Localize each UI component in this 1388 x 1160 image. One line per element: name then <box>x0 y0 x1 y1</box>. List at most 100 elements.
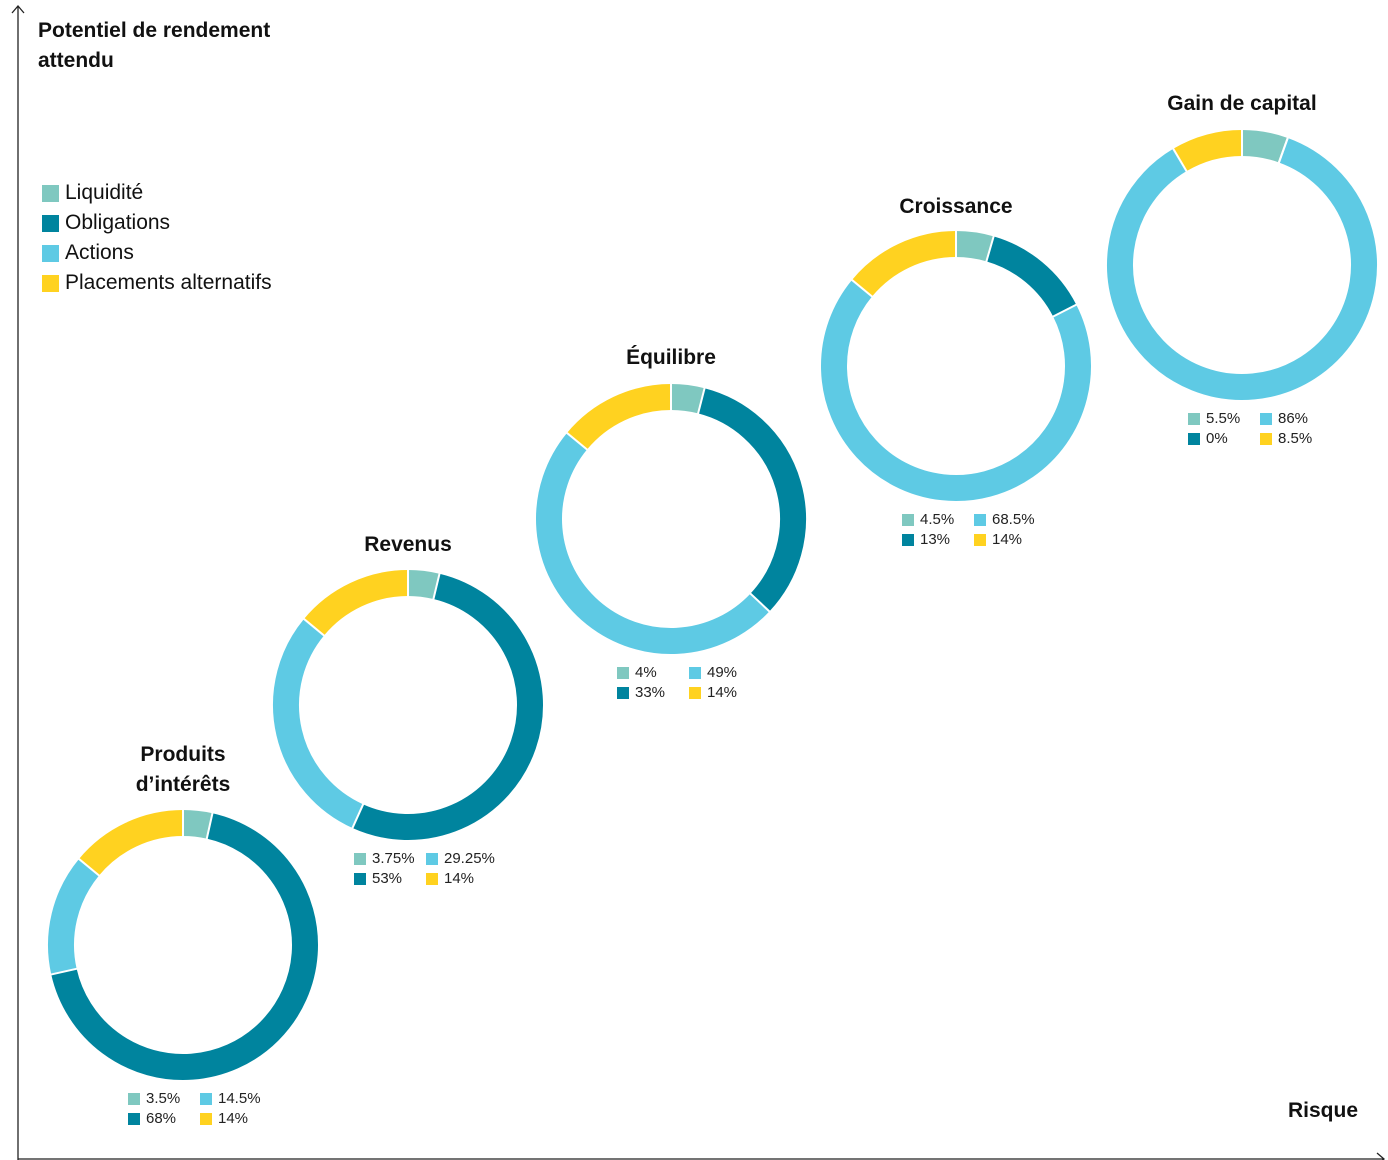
slice-separator <box>1277 136 1290 164</box>
donut-equilibre: Équilibre <box>521 346 821 669</box>
slice-separator <box>77 857 101 877</box>
value-alternatifs: 14% <box>974 530 1054 550</box>
value-liquidite: 5.5% <box>1188 409 1260 429</box>
slice-alternatifs <box>566 384 672 450</box>
value-label-obligations: 0% <box>1206 430 1228 447</box>
value-swatch-obligations <box>902 534 914 546</box>
value-actions: 14.5% <box>200 1089 280 1109</box>
value-label-actions: 49% <box>707 664 738 681</box>
value-label-liquidite: 3.5% <box>146 1090 181 1107</box>
legend: Liquidité Obligations Actions Placements… <box>42 178 272 298</box>
legend-swatch-liquidite <box>42 184 59 202</box>
x-axis-arrow <box>1376 1152 1385 1160</box>
value-swatch-actions <box>426 853 438 865</box>
legend-swatch-obligations <box>42 214 59 232</box>
donut-svg <box>821 230 1091 501</box>
value-alternatifs: 14% <box>426 869 506 889</box>
value-obligations: 33% <box>617 683 689 703</box>
value-swatch-alternatifs <box>974 534 986 546</box>
slice-actions <box>48 858 100 975</box>
value-liquidite: 4% <box>617 663 689 683</box>
slice-liquidite <box>182 810 213 839</box>
value-alternatifs: 8.5% <box>1260 429 1340 449</box>
donut-values-croissance: 4.5% 68.5% 13% 14% <box>902 510 1054 550</box>
value-label-obligations: 33% <box>635 684 666 701</box>
slice-liquidite <box>955 231 994 262</box>
value-swatch-obligations <box>617 687 629 699</box>
slice-separator <box>565 431 589 451</box>
slice-separator <box>696 387 706 415</box>
value-liquidite: 3.5% <box>128 1089 200 1109</box>
value-swatch-actions <box>1260 413 1272 425</box>
slice-separator <box>432 572 441 601</box>
donut-title: Produits d’intérêts <box>135 743 231 796</box>
slice-actions <box>273 618 364 829</box>
legend-item-obligations: Obligations <box>42 208 272 238</box>
value-label-alternatifs: 14% <box>218 1110 249 1127</box>
donut-values-gain-capital: 5.5% 86% 0% 8.5% <box>1188 409 1340 449</box>
slice-separator <box>850 278 874 298</box>
value-liquidite: 3.75% <box>354 849 426 869</box>
donut-svg <box>536 383 806 654</box>
value-label-actions: 14.5% <box>218 1090 261 1107</box>
value-actions: 29.25% <box>426 849 506 869</box>
value-obligations: 53% <box>354 869 426 889</box>
value-alternatifs: 14% <box>689 683 769 703</box>
slice-actions <box>1107 137 1377 400</box>
value-swatch-alternatifs <box>689 687 701 699</box>
slice-alternatifs <box>78 810 184 876</box>
donut-produits-interets: Produits d’intérêts <box>33 743 333 1095</box>
slice-separator <box>50 967 78 976</box>
value-label-alternatifs: 14% <box>707 684 738 701</box>
donut-gain-capital: Gain de capital <box>1092 92 1388 415</box>
value-liquidite: 4.5% <box>902 510 974 530</box>
value-swatch-liquidite <box>354 853 366 865</box>
donut-title: Gain de capital <box>1167 92 1317 115</box>
slice-liquidite <box>670 384 705 414</box>
slice-separator <box>302 617 326 637</box>
legend-swatch-alternatifs <box>42 274 59 292</box>
slice-obligations <box>51 813 318 1080</box>
legend-label-obligations: Obligations <box>65 211 171 234</box>
legend-item-liquidite: Liquidité <box>42 178 272 208</box>
slice-separator <box>351 803 365 830</box>
slice-separator <box>205 812 214 840</box>
slice-alternatifs <box>303 570 409 636</box>
slice-separator <box>749 592 771 613</box>
legend-label-alternatifs: Placements alternatifs <box>65 271 272 294</box>
slice-obligations <box>986 236 1077 317</box>
legend-item-alternatifs: Placements alternatifs <box>42 268 272 298</box>
value-label-alternatifs: 8.5% <box>1278 430 1313 447</box>
donut-values-revenus: 3.75% 29.25% 53% 14% <box>354 849 506 889</box>
y-axis-label: Potentiel de rendement attendu <box>38 19 271 72</box>
donut-title: Équilibre <box>626 346 716 369</box>
slice-separator <box>1051 303 1078 318</box>
value-label-liquidite: 4.5% <box>920 511 955 528</box>
value-swatch-alternatifs <box>200 1113 212 1125</box>
legend-swatch-actions <box>42 244 59 262</box>
value-swatch-obligations <box>1188 433 1200 445</box>
value-swatch-actions <box>200 1093 212 1105</box>
slice-actions <box>536 432 770 654</box>
value-label-actions: 29.25% <box>444 850 495 867</box>
value-label-alternatifs: 14% <box>992 531 1023 548</box>
value-label-actions: 68.5% <box>992 511 1035 528</box>
legend-item-actions: Actions <box>42 238 272 268</box>
donut-croissance: Croissance <box>806 195 1106 516</box>
donut-title: Revenus <box>364 533 452 556</box>
legend-label-actions: Actions <box>65 241 134 264</box>
value-swatch-obligations <box>128 1113 140 1125</box>
value-swatch-liquidite <box>617 667 629 679</box>
value-label-obligations: 68% <box>146 1110 177 1127</box>
value-swatch-actions <box>689 667 701 679</box>
value-label-liquidite: 3.75% <box>372 850 415 867</box>
value-obligations: 68% <box>128 1109 200 1129</box>
slice-actions <box>821 279 1091 501</box>
value-actions: 49% <box>689 663 769 683</box>
slice-obligations <box>697 388 806 612</box>
value-label-obligations: 53% <box>372 870 403 887</box>
value-label-actions: 86% <box>1278 410 1309 427</box>
value-swatch-actions <box>974 514 986 526</box>
donut-values-produits-interets: 3.5% 14.5% 68% 14% <box>128 1089 280 1129</box>
slice-alternatifs <box>1173 130 1243 172</box>
